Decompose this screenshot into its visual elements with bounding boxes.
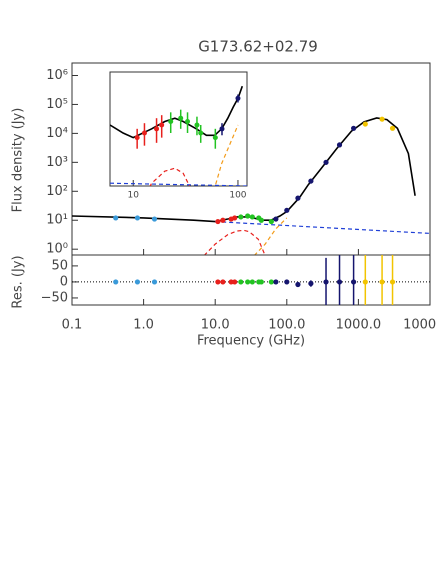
model-curve (149, 167, 191, 186)
data-point (379, 279, 385, 285)
data-point (258, 279, 264, 285)
y-tick-label: 10⁵ (46, 97, 68, 112)
data-point (336, 279, 343, 285)
data-point (141, 130, 147, 136)
data-point (308, 178, 314, 184)
x-tick-label: 10 (128, 191, 140, 201)
data-point (178, 115, 184, 121)
data-point (134, 135, 140, 141)
data-point (323, 279, 329, 285)
y-tick-label: 10¹ (46, 213, 68, 228)
data-point (238, 279, 244, 285)
x-tick-label: 1000.0 (336, 318, 382, 333)
data-point (168, 118, 174, 124)
data-point (336, 142, 343, 148)
data-point (258, 217, 264, 223)
data-point (232, 215, 238, 221)
model-curve (203, 229, 266, 255)
y-tick-label: 10³ (46, 155, 68, 170)
data-point (198, 130, 204, 136)
data-point (268, 218, 274, 225)
model-curve (110, 182, 247, 186)
x-tick-label: 100 (229, 191, 246, 201)
data-point (134, 279, 141, 285)
x-tick-label: 10.0 (201, 318, 230, 333)
data-point (284, 207, 290, 213)
data-point (220, 217, 226, 223)
data-point (351, 279, 357, 285)
y-tick-label: 10⁰ (46, 242, 68, 257)
plot-area (110, 85, 247, 186)
y-axis-label: Res. (Jy) (11, 255, 26, 308)
data-point (362, 121, 368, 127)
data-point (389, 279, 396, 285)
data-point (185, 118, 191, 124)
model-curve (214, 124, 239, 186)
data-point (151, 216, 158, 222)
data-point (284, 279, 290, 285)
data-point (215, 279, 221, 285)
data-point (249, 279, 255, 285)
plot-frame (109, 71, 248, 187)
data-point (219, 126, 225, 132)
y-tick-label: 10⁶ (46, 68, 68, 83)
x-tick-label: 10000.0 (403, 318, 436, 333)
data-point (154, 126, 160, 132)
data-point (212, 135, 218, 141)
y-tick-label: 50 (51, 258, 68, 273)
data-point (113, 279, 119, 285)
y-tick-label: 10² (46, 184, 68, 199)
data-point (194, 122, 200, 128)
plot-frame (71, 62, 431, 256)
data-point (235, 95, 241, 101)
plot-area (72, 116, 430, 255)
y-tick-label: 0 (60, 274, 68, 289)
data-point (323, 159, 329, 165)
x-tick-label: 100.0 (268, 318, 305, 333)
x-axis-label: Frequency (GHz) (197, 334, 305, 349)
y-tick-label: −50 (41, 290, 68, 305)
data-point (273, 279, 279, 285)
chart-title: G173.62+02.79 (198, 38, 318, 56)
data-point (134, 215, 141, 221)
data-point (308, 280, 314, 287)
data-point (379, 116, 385, 122)
data-point (215, 218, 221, 225)
data-point (151, 279, 158, 285)
data-point (159, 122, 165, 128)
data-point (273, 216, 279, 222)
data-point (245, 213, 251, 219)
data-point (245, 279, 251, 285)
x-tick-label: 0.1 (62, 318, 83, 333)
data-point (362, 279, 368, 285)
y-axis-label: Flux density (Jy) (11, 108, 26, 213)
data-point (238, 214, 244, 220)
data-point (295, 281, 301, 288)
model-curve (215, 221, 430, 234)
data-point (113, 215, 119, 221)
y-tick-label: 10⁴ (46, 126, 68, 141)
data-point (220, 279, 226, 285)
data-point (232, 279, 238, 285)
data-point (295, 195, 301, 201)
data-point (249, 214, 255, 220)
data-point (351, 125, 357, 131)
plot-area (72, 255, 430, 305)
data-point (389, 125, 396, 131)
plot-frame (71, 254, 431, 306)
x-tick-label: 1.0 (133, 318, 154, 333)
model-curve (253, 217, 288, 255)
data-point (268, 279, 274, 285)
